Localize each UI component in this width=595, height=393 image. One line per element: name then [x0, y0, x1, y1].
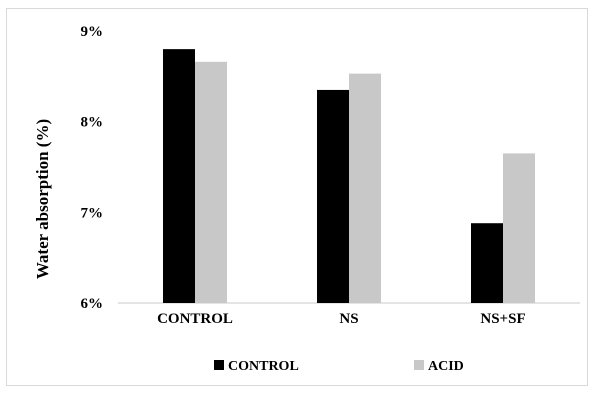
bar-acid-2 — [503, 153, 535, 303]
legend-label-control: CONTROL — [228, 359, 299, 374]
bar-control-1 — [317, 89, 349, 303]
bar-control-0 — [163, 49, 195, 304]
bar-acid-1 — [349, 73, 381, 303]
x-tick-label: NS — [339, 311, 358, 327]
legend: CONTROL ACID — [214, 359, 464, 374]
bar-acid-0 — [195, 61, 227, 304]
chart-frame — [6, 8, 588, 386]
tick-labels: 6% 7% 8% 9% CONTROL NS NS+SF — [81, 24, 526, 327]
y-tick-label: 6% — [81, 296, 104, 312]
x-tick-label: CONTROL — [157, 311, 233, 327]
x-tick-label: NS+SF — [480, 311, 525, 327]
bars — [163, 49, 535, 304]
y-tick-label: 9% — [81, 24, 104, 40]
y-tick-label: 8% — [81, 115, 104, 131]
bar-control-2 — [471, 223, 503, 303]
y-tick-label: 7% — [81, 205, 104, 221]
legend-swatch-control — [214, 360, 224, 370]
legend-label-acid: ACID — [428, 359, 464, 374]
y-axis-label: Water absorption (%) — [33, 119, 52, 279]
legend-swatch-acid — [414, 360, 424, 370]
